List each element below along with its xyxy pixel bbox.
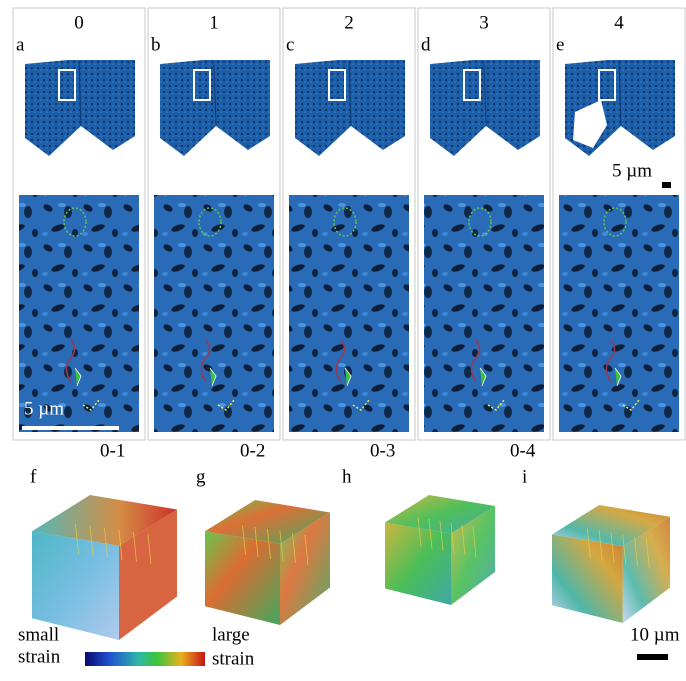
- scale-bar-label: 10 µm: [630, 624, 680, 645]
- strain-panel: 0-4 i: [510, 440, 670, 623]
- inset-scale-bar: [22, 426, 119, 430]
- colorbar-high-label: strain: [212, 648, 255, 669]
- panel: 2c: [283, 8, 415, 440]
- column-label: 2: [344, 12, 354, 33]
- panel-letter: i: [522, 466, 527, 487]
- sem-image: [289, 195, 409, 432]
- column-label: 0: [74, 12, 84, 33]
- panel-letter: f: [30, 466, 37, 487]
- comparison-label: 0-1: [100, 440, 125, 461]
- panel-letter: e: [556, 34, 564, 55]
- colorbar-high-label: large: [212, 624, 250, 645]
- inset-scale-bar-label: 5 µm: [24, 398, 64, 419]
- colorbar-low-label: small: [18, 624, 59, 645]
- panel-letter: a: [16, 34, 25, 55]
- panel-letter: b: [151, 34, 161, 55]
- column-label: 3: [479, 12, 489, 33]
- comparison-label: 0-2: [240, 440, 265, 461]
- sem-image: [19, 195, 139, 432]
- figure: 0a1b2c3d4e5 µm5 µm small strain large st…: [0, 0, 686, 681]
- strain-panel: 0-3 h: [342, 440, 495, 605]
- comparison-label: 0-4: [510, 440, 536, 461]
- panel: 0a: [13, 8, 145, 440]
- sem-image: [424, 195, 544, 432]
- sem-image: [154, 195, 274, 432]
- panel-letter: g: [196, 466, 206, 487]
- column-label: 1: [209, 12, 219, 33]
- bottom-row: small strain large strain 10 µm 0-1 f 0-2 g…: [18, 440, 680, 669]
- colorbar: [85, 652, 205, 666]
- colorbar-low-label: strain: [18, 646, 61, 667]
- panel: 1b: [148, 8, 280, 440]
- strain-panel: 0-1 f: [30, 440, 177, 640]
- panel-letter: c: [286, 34, 294, 55]
- panel-letter: h: [342, 466, 352, 487]
- panel: 3d: [418, 8, 550, 440]
- strain-panel: 0-2 g: [196, 440, 330, 625]
- panel-letter: d: [421, 34, 431, 55]
- column-label: 4: [614, 12, 624, 33]
- scale-bar-label: 5 µm: [612, 160, 652, 181]
- scale-bar: [662, 182, 671, 188]
- panel: 4e: [553, 8, 685, 440]
- scale-bar: [637, 654, 668, 660]
- sem-image: [559, 195, 679, 432]
- comparison-label: 0-3: [370, 440, 395, 461]
